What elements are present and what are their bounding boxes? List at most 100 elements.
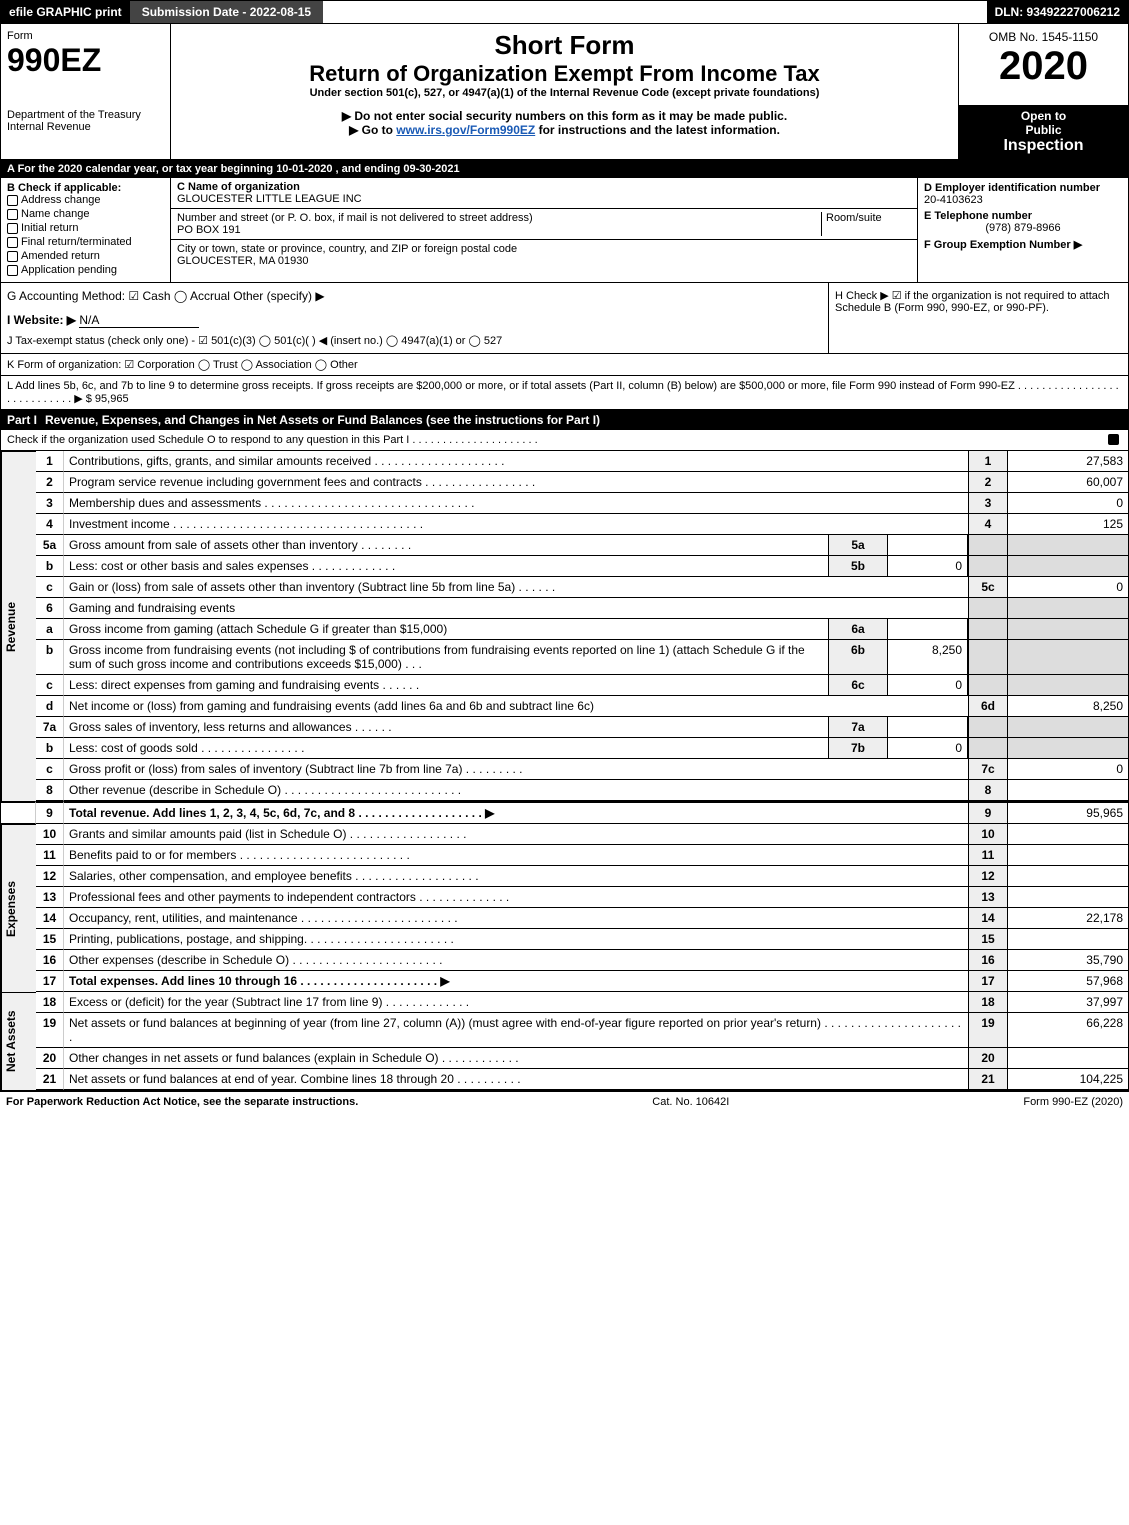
inspection: Inspection xyxy=(963,137,1124,155)
f-label: F Group Exemption Number ▶ xyxy=(924,238,1122,251)
line-7a-desc: Gross sales of inventory, less returns a… xyxy=(64,717,828,738)
e-label: E Telephone number xyxy=(924,210,1122,222)
goto-link[interactable]: www.irs.gov/Form990EZ xyxy=(396,123,535,137)
line-5a-desc: Gross amount from sale of assets other t… xyxy=(64,535,828,556)
cb-address-change[interactable] xyxy=(7,195,18,206)
line-4-value: 125 xyxy=(1008,514,1128,535)
blank-out xyxy=(1008,717,1128,738)
page-footer: For Paperwork Reduction Act Notice, see … xyxy=(0,1091,1129,1112)
table-row: 9 xyxy=(36,801,64,824)
line-20-value xyxy=(1008,1048,1128,1069)
line-15-desc: Printing, publications, postage, and shi… xyxy=(64,929,968,950)
part-1-check-line: Check if the organization used Schedule … xyxy=(0,430,1129,451)
omb-number: OMB No. 1545-1150 xyxy=(965,30,1122,44)
efile-print[interactable]: efile GRAPHIC print xyxy=(1,1,130,23)
table-row: 7a xyxy=(36,717,64,738)
line-18-outnum: 18 xyxy=(968,992,1008,1013)
blank-out xyxy=(968,717,1008,738)
line-10-value xyxy=(1008,824,1128,845)
line-16-desc: Other expenses (describe in Schedule O) … xyxy=(64,950,968,971)
line-7a-innum: 7a xyxy=(828,717,888,738)
form-number: 990EZ xyxy=(7,42,164,79)
line-9-value: 95,965 xyxy=(1008,801,1128,824)
line-6-desc: Gaming and fundraising events xyxy=(64,598,968,619)
line-15-value xyxy=(1008,929,1128,950)
line-3-value: 0 xyxy=(1008,493,1128,514)
line-2-value: 60,007 xyxy=(1008,472,1128,493)
line-15-outnum: 15 xyxy=(968,929,1008,950)
line-5b-desc: Less: cost or other basis and sales expe… xyxy=(64,556,828,577)
line-14-value: 22,178 xyxy=(1008,908,1128,929)
table-row: 15 xyxy=(36,929,64,950)
table-row: 3 xyxy=(36,493,64,514)
g-accounting-method: G Accounting Method: ☑ Cash ◯ Accrual Ot… xyxy=(7,289,822,303)
blank-out xyxy=(1008,738,1128,759)
cb-application-pending[interactable] xyxy=(7,265,18,276)
city-value: GLOUCESTER, MA 01930 xyxy=(177,255,308,267)
table-row: 10 xyxy=(36,824,64,845)
line-13-outnum: 13 xyxy=(968,887,1008,908)
table-row: 19 xyxy=(36,1013,64,1048)
topbar: efile GRAPHIC print Submission Date - 20… xyxy=(0,0,1129,24)
line-21-outnum: 21 xyxy=(968,1069,1008,1090)
ein-value: 20-4103623 xyxy=(924,194,1122,206)
line-13-desc: Professional fees and other payments to … xyxy=(64,887,968,908)
cb-final-return[interactable] xyxy=(7,237,18,248)
blank-out xyxy=(1008,675,1128,696)
cb-amended-return[interactable] xyxy=(7,251,18,262)
line-17-desc: Total expenses. Add lines 10 through 16 … xyxy=(64,971,968,992)
form-header: Form 990EZ Short Form Return of Organiza… xyxy=(0,24,1129,105)
open-to: Open to xyxy=(963,109,1124,123)
line-7b-inval: 0 xyxy=(888,738,968,759)
table-row: b xyxy=(36,738,64,759)
goto-prefix: ▶ Go to xyxy=(349,123,396,137)
telephone-value: (978) 879-8966 xyxy=(924,222,1122,234)
cb-name-change[interactable] xyxy=(7,209,18,220)
short-form-title: Short Form xyxy=(177,30,952,61)
line-10-desc: Grants and similar amounts paid (list in… xyxy=(64,824,968,845)
line-14-outnum: 14 xyxy=(968,908,1008,929)
lbl-address-change: Address change xyxy=(21,194,101,206)
table-row: 5a xyxy=(36,535,64,556)
table-row: d xyxy=(36,696,64,717)
j-tax-exempt-status: J Tax-exempt status (check only one) - ☑… xyxy=(7,334,822,347)
table-row: 1 xyxy=(36,451,64,472)
line-7c-outnum: 7c xyxy=(968,759,1008,780)
line-18-desc: Excess or (deficit) for the year (Subtra… xyxy=(64,992,968,1013)
under-section: Under section 501(c), 527, or 4947(a)(1)… xyxy=(177,87,952,99)
line-12-value xyxy=(1008,866,1128,887)
line-4-outnum: 4 xyxy=(968,514,1008,535)
line-19-outnum: 19 xyxy=(968,1013,1008,1048)
cb-initial-return[interactable] xyxy=(7,223,18,234)
line-7a-inval xyxy=(888,717,968,738)
table-row: 21 xyxy=(36,1069,64,1090)
blank-out xyxy=(968,619,1008,640)
dept-treasury: Department of the Treasury xyxy=(7,109,164,121)
table-row: 18 xyxy=(36,992,64,1013)
line-17-value: 57,968 xyxy=(1008,971,1128,992)
blank-out xyxy=(1008,556,1128,577)
table-row: 16 xyxy=(36,950,64,971)
line-6b-desc: Gross income from fundraising events (no… xyxy=(64,640,828,675)
dln: DLN: 93492227006212 xyxy=(987,1,1128,23)
table-row: b xyxy=(36,640,64,675)
table-row: 14 xyxy=(36,908,64,929)
line-a-tax-year: A For the 2020 calendar year, or tax yea… xyxy=(0,160,1129,178)
table-row: 6 xyxy=(36,598,64,619)
cb-schedule-o-used[interactable] xyxy=(1108,434,1119,445)
line-2-outnum: 2 xyxy=(968,472,1008,493)
line-6a-desc: Gross income from gaming (attach Schedul… xyxy=(64,619,828,640)
line-6c-desc: Less: direct expenses from gaming and fu… xyxy=(64,675,828,696)
i-website-label: I Website: ▶ xyxy=(7,313,76,327)
part-1-title: Revenue, Expenses, and Changes in Net As… xyxy=(45,413,1122,427)
line-5a-innum: 5a xyxy=(828,535,888,556)
dont-enter-ssn: ▶ Do not enter social security numbers o… xyxy=(175,109,954,123)
goto-line: ▶ Go to www.irs.gov/Form990EZ for instru… xyxy=(175,123,954,137)
line-19-desc: Net assets or fund balances at beginning… xyxy=(64,1013,968,1048)
lbl-initial-return: Initial return xyxy=(21,222,78,234)
line-17-outnum: 17 xyxy=(968,971,1008,992)
line-6c-innum: 6c xyxy=(828,675,888,696)
i-website-value: N/A xyxy=(79,313,199,328)
table-row: 13 xyxy=(36,887,64,908)
line-6b-innum: 6b xyxy=(828,640,888,675)
